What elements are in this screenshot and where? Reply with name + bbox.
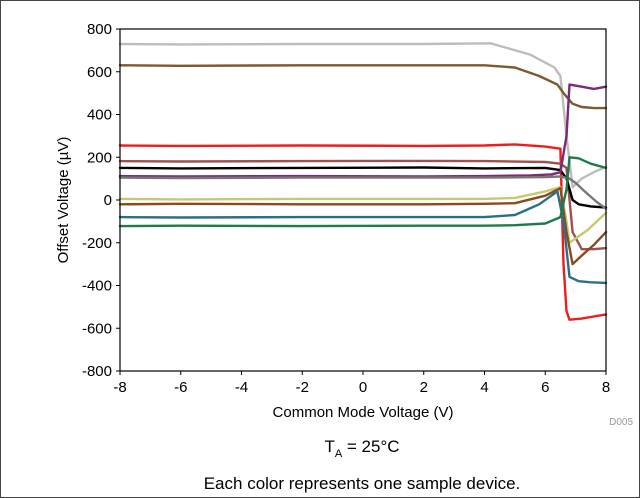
x-tick-label: 4 bbox=[480, 379, 488, 396]
x-tick-label: 6 bbox=[541, 379, 549, 396]
series-line-3 bbox=[118, 143, 608, 321]
y-tick-label: -200 bbox=[82, 235, 112, 252]
series-line-5 bbox=[118, 166, 608, 209]
temperature-label-value: = 25°C bbox=[342, 437, 399, 456]
y-tick-label: -800 bbox=[82, 363, 112, 380]
series-lines bbox=[118, 42, 608, 321]
temperature-label: TA = 25°C bbox=[324, 437, 399, 460]
x-tick-label: 8 bbox=[602, 379, 610, 396]
y-tick-label: 800 bbox=[87, 21, 112, 38]
y-tick-label: 400 bbox=[87, 107, 112, 124]
y-tick-label: 600 bbox=[87, 64, 112, 81]
series-line-10 bbox=[118, 190, 608, 285]
x-tick-label: -2 bbox=[296, 379, 309, 396]
x-tick-label: -8 bbox=[113, 379, 126, 396]
x-axis-title: Common Mode Voltage (V) bbox=[273, 404, 454, 421]
y-tick-label: 0 bbox=[104, 192, 112, 209]
x-tick-label: 0 bbox=[359, 379, 367, 396]
series-line-8 bbox=[118, 185, 608, 245]
temperature-label-base: T bbox=[324, 437, 334, 456]
y-tick-label: 200 bbox=[87, 149, 112, 166]
figure-code-label: D005 bbox=[609, 417, 633, 428]
x-tick-label: 2 bbox=[420, 379, 428, 396]
series-line-6 bbox=[118, 83, 608, 178]
series-line-4 bbox=[118, 159, 608, 251]
x-tick-label: -4 bbox=[235, 379, 248, 396]
series-line-9 bbox=[118, 186, 608, 266]
footnote: Each color represents one sample device. bbox=[204, 474, 521, 493]
series-line-11 bbox=[118, 156, 608, 228]
y-tick-label: -400 bbox=[82, 278, 112, 295]
series-line-1 bbox=[118, 42, 608, 189]
series-line-7 bbox=[118, 175, 608, 210]
series-line-2 bbox=[118, 64, 608, 110]
x-tick-label: -6 bbox=[174, 379, 187, 396]
temperature-label-subscript: A bbox=[335, 448, 343, 460]
axis-ticks: -8 -6 -4 -2 0 2 4 6 8 800 600 400 200 0 -200 -400 -600 -8… bbox=[82, 21, 610, 396]
y-axis-title: Offset Voltage (µV) bbox=[55, 137, 72, 264]
y-tick-label: -600 bbox=[82, 320, 112, 337]
